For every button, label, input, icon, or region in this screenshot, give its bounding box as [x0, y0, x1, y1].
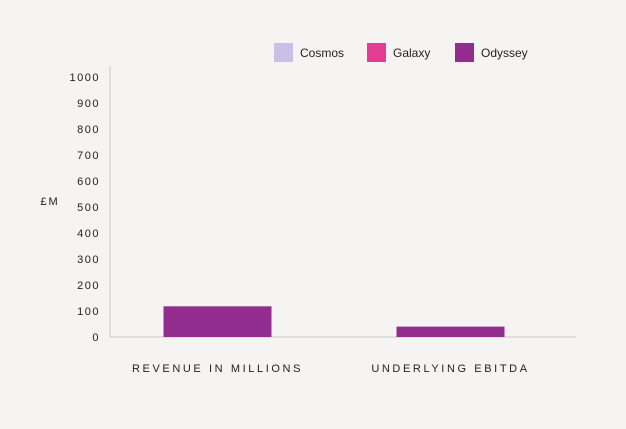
y-tick-label: 100 — [77, 306, 100, 318]
legend: Cosmos Galaxy Odyssey — [274, 43, 528, 62]
legend-item: Galaxy — [367, 43, 430, 62]
legend-swatch — [455, 43, 474, 62]
bar-odyssey-1 — [163, 306, 272, 337]
bar-odyssey-2 — [396, 326, 505, 337]
legend-swatch — [274, 43, 293, 62]
legend-label: Cosmos — [300, 46, 344, 60]
x-axis-labels: REVENUE IN MILLIONS UNDERLYING EBITDA — [132, 363, 529, 375]
y-tick-label: 1000 — [70, 72, 100, 84]
y-tick-label: 800 — [77, 124, 100, 136]
y-tick-label: 700 — [77, 150, 100, 162]
legend-swatch — [367, 43, 386, 62]
y-tick-label: 300 — [77, 254, 100, 266]
y-tick-label: 0 — [92, 332, 100, 344]
legend-label: Odyssey — [481, 46, 528, 60]
y-tick-label: 500 — [77, 202, 100, 214]
x-category-label: UNDERLYING EBITDA — [371, 363, 529, 375]
y-tick-label: 600 — [77, 176, 100, 188]
x-category-label: REVENUE IN MILLIONS — [132, 363, 303, 375]
legend-item: Odyssey — [455, 43, 528, 62]
bars — [163, 306, 505, 337]
y-tick-label: 900 — [77, 98, 100, 110]
y-tick-label: 400 — [77, 228, 100, 240]
y-axis-label: £M — [40, 196, 59, 208]
legend-item: Cosmos — [274, 43, 344, 62]
legend-label: Galaxy — [393, 46, 430, 60]
y-tick-label: 200 — [77, 280, 100, 292]
y-axis-ticks: 0 100 200 300 400 500 600 700 800 900 1000 — [70, 72, 100, 344]
